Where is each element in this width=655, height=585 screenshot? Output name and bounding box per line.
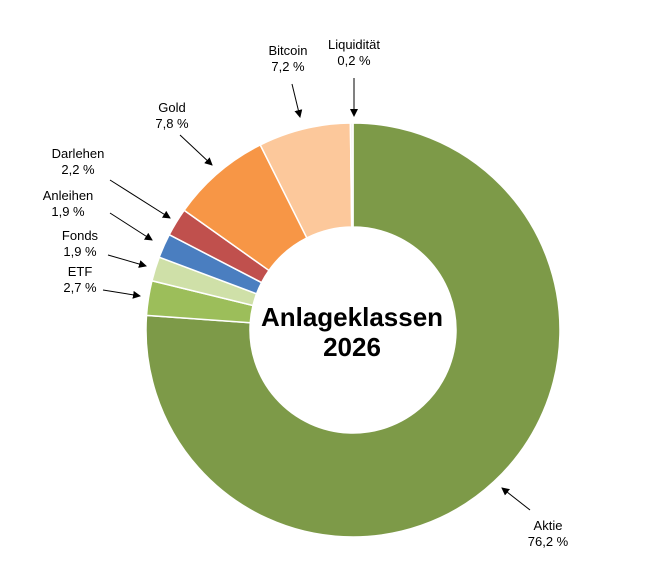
slice-label-gold: Gold [158, 100, 185, 115]
slices-layer [145, 122, 561, 538]
leader-lines [102, 78, 531, 511]
chart-title-line-2: 2026 [323, 332, 381, 362]
slice-liquidit-t [349, 122, 354, 228]
slice-value-aktie: 76,2 % [528, 534, 569, 549]
slice-value-liquidit-t: 0,2 % [337, 53, 371, 68]
leader-arrow-darlehen [109, 179, 171, 219]
leader-arrow-fonds [107, 254, 147, 268]
slice-label-liquidit-t: Liquidität [328, 37, 380, 52]
slice-label-anleihen: Anleihen [43, 188, 94, 203]
slice-value-bitcoin: 7,2 % [271, 59, 305, 74]
slice-value-etf: 2,7 % [63, 280, 97, 295]
leader-arrow-etf [102, 289, 141, 299]
slice-label-etf: ETF [68, 264, 93, 279]
leader-arrow-aktie [501, 487, 531, 511]
slice-label-bitcoin: Bitcoin [268, 43, 307, 58]
leader-arrow-gold [179, 134, 213, 166]
slice-value-darlehen: 2,2 % [61, 162, 95, 177]
slice-label-fonds: Fonds [62, 228, 99, 243]
leader-arrow-anleihen [109, 212, 153, 241]
slice-label-darlehen: Darlehen [52, 146, 105, 161]
slice-aktie [145, 122, 561, 538]
slice-value-fonds: 1,9 % [63, 244, 97, 259]
slice-value-anleihen: 1,9 % [51, 204, 85, 219]
chart-title-line-1: Anlageklassen [261, 302, 443, 332]
slice-value-gold: 7,8 % [155, 116, 189, 131]
slice-label-aktie: Aktie [534, 518, 563, 533]
leader-arrow-bitcoin [291, 83, 303, 118]
